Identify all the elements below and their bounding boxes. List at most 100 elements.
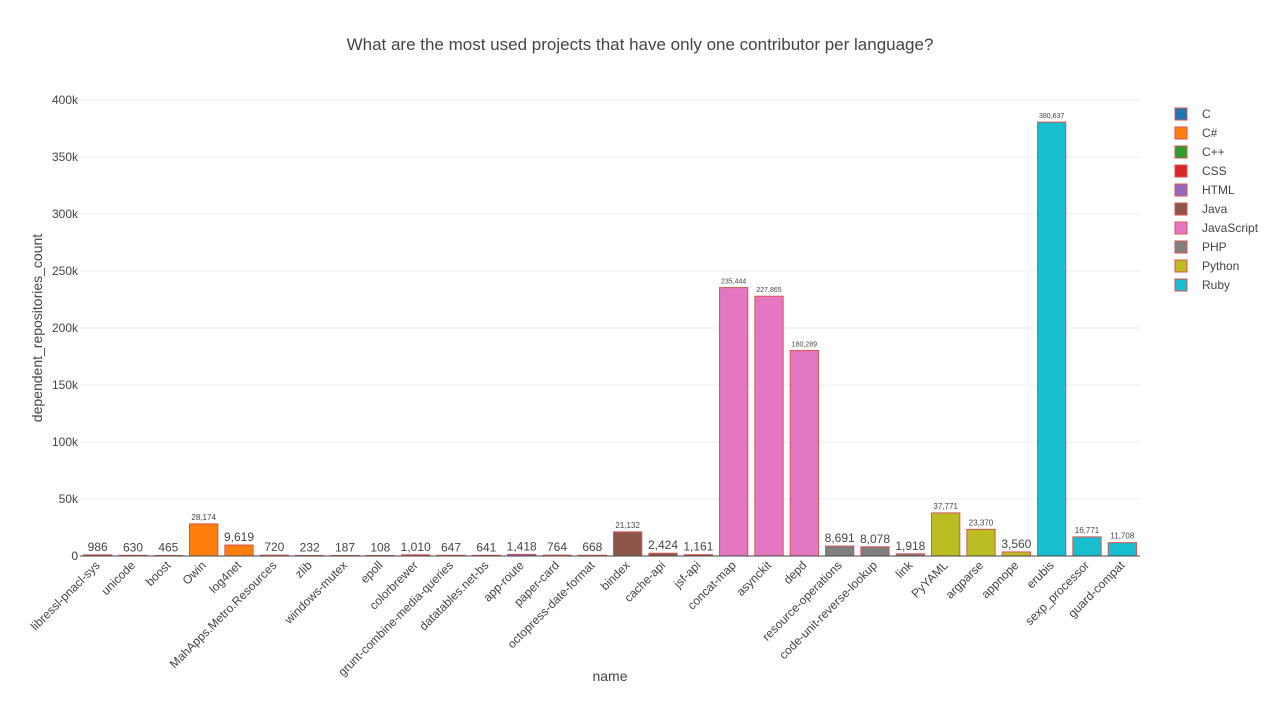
x-tick-label: link [893, 558, 916, 581]
bar-value-label: 647 [441, 540, 461, 554]
bar-depd[interactable] [789, 349, 819, 557]
y-tick-label: 250k [52, 264, 79, 278]
legend-item-javascript[interactable]: JavaScript [1174, 221, 1259, 235]
legend-swatch [1174, 259, 1188, 273]
y-tick-label: 50k [59, 492, 79, 506]
legend[interactable]: C C# C++ CSS HTML Java JavaScript PHP Python Ruby [1174, 107, 1259, 292]
bar-sexp-processor[interactable] [1072, 536, 1102, 557]
legend-label: C# [1202, 126, 1218, 140]
legend-item-c[interactable]: C [1174, 107, 1211, 121]
legend-swatch [1174, 240, 1188, 254]
legend-label: PHP [1202, 240, 1227, 254]
bar-resource-operations[interactable] [825, 545, 855, 557]
legend-swatch [1174, 221, 1188, 235]
x-tick-label: erubis [1024, 558, 1057, 591]
bar-value-label: 630 [123, 540, 143, 554]
bar-value-label: 1,418 [507, 539, 537, 553]
bar-value-label: 235,444 [721, 279, 746, 286]
bar-value-label: 3,560 [1001, 537, 1031, 551]
y-tick-label: 400k [52, 93, 79, 107]
bar-value-label: 232 [300, 541, 320, 555]
legend-label: Python [1202, 259, 1239, 273]
bar-value-label: 9,619 [224, 530, 254, 544]
legend-item-c-[interactable]: C++ [1174, 145, 1225, 159]
bar-value-label: 720 [264, 540, 284, 554]
bar-value-label: 11,708 [1110, 532, 1134, 541]
y-axis-ticks: 0 50k 100k 150k 200k 250k 300k 350k 400k [52, 93, 79, 563]
legend-swatch [1174, 164, 1188, 178]
legend-item-python[interactable]: Python [1174, 259, 1239, 273]
legend-swatch [1174, 145, 1188, 159]
x-tick-label: depd [781, 558, 810, 587]
bar-value-label: 187 [335, 541, 355, 555]
bar-value-label: 16,771 [1075, 526, 1100, 535]
legend-label: Ruby [1202, 278, 1230, 292]
bar-asynckit[interactable] [754, 295, 784, 557]
bar-value-label: 21,132 [615, 521, 640, 530]
x-tick-label: unicode [98, 558, 138, 598]
x-tick-label: Owin [180, 558, 209, 587]
x-tick-label: jsf-api [670, 558, 703, 591]
bars [83, 121, 1137, 557]
bar-pyyaml[interactable] [931, 512, 961, 557]
bar-erubis[interactable] [1037, 121, 1067, 557]
x-tick-label: appnope [979, 558, 1022, 601]
x-tick-label: libressl-pnacl-sys [28, 558, 103, 633]
legend-label: CSS [1202, 164, 1227, 178]
legend-item-ruby[interactable]: Ruby [1174, 278, 1230, 292]
bar-value-label: 2,424 [648, 538, 678, 552]
bar-value-label: 23,370 [969, 518, 994, 527]
bar-value-label: 1,161 [683, 540, 713, 554]
legend-label: HTML [1202, 183, 1235, 197]
legend-swatch [1174, 202, 1188, 216]
bar-value-label: 37,771 [933, 502, 958, 511]
legend-swatch [1174, 278, 1188, 292]
y-tick-label: 100k [52, 435, 79, 449]
bar-code-unit-reverse-lookup[interactable] [860, 546, 890, 557]
x-tick-label: zlib [292, 558, 315, 581]
bar-appnope[interactable] [1001, 551, 1031, 557]
bar-value-label: 668 [582, 540, 602, 554]
bar-value-label: 380,637 [1039, 113, 1064, 120]
bar-bindex[interactable] [613, 531, 643, 557]
bar-value-label: 986 [88, 540, 108, 554]
legend-item-html[interactable]: HTML [1174, 183, 1235, 197]
legend-item-java[interactable]: Java [1174, 202, 1228, 216]
x-tick-label: argparse [943, 558, 987, 602]
legend-item-css[interactable]: CSS [1174, 164, 1227, 178]
y-tick-label: 200k [52, 321, 79, 335]
bar-concat-map[interactable] [719, 287, 749, 557]
y-tick-label: 0 [71, 549, 78, 563]
bar-value-label: 8,078 [860, 532, 890, 546]
legend-swatch [1174, 107, 1188, 121]
legend-label: C [1202, 107, 1211, 121]
bar-guard-compat[interactable] [1107, 542, 1137, 557]
legend-label: JavaScript [1202, 221, 1259, 235]
bar-value-label: 180,289 [792, 341, 817, 348]
y-tick-label: 300k [52, 207, 79, 221]
bar-value-label: 764 [547, 540, 567, 554]
x-tick-label: boost [143, 558, 174, 589]
bar-value-label: 465 [158, 540, 178, 554]
legend-item-php[interactable]: PHP [1174, 240, 1227, 254]
legend-swatch [1174, 183, 1188, 197]
bar-value-label: 28,174 [191, 513, 216, 522]
x-tick-label: windows-mutex [281, 558, 350, 627]
bar-value-label: 1,010 [401, 540, 431, 554]
value-labels: 986 630 465 28,174 9,619 720 232 187 108 1,010 647… [88, 113, 1135, 554]
bar-value-label: 108 [370, 541, 390, 555]
legend-label: Java [1202, 202, 1228, 216]
bar-argparse[interactable] [966, 528, 996, 557]
gridlines [80, 99, 1140, 500]
chart-title: What are the most used projects that hav… [347, 35, 934, 54]
bar-log4net[interactable] [224, 544, 254, 557]
y-tick-label: 150k [52, 378, 79, 392]
x-tick-label: asynckit [734, 558, 775, 599]
bar-owin[interactable] [189, 523, 219, 557]
legend-item-c-[interactable]: C# [1174, 126, 1218, 140]
legend-swatch [1174, 126, 1188, 140]
legend-label: C++ [1202, 145, 1225, 159]
bar-value-label: 1,918 [895, 539, 925, 553]
